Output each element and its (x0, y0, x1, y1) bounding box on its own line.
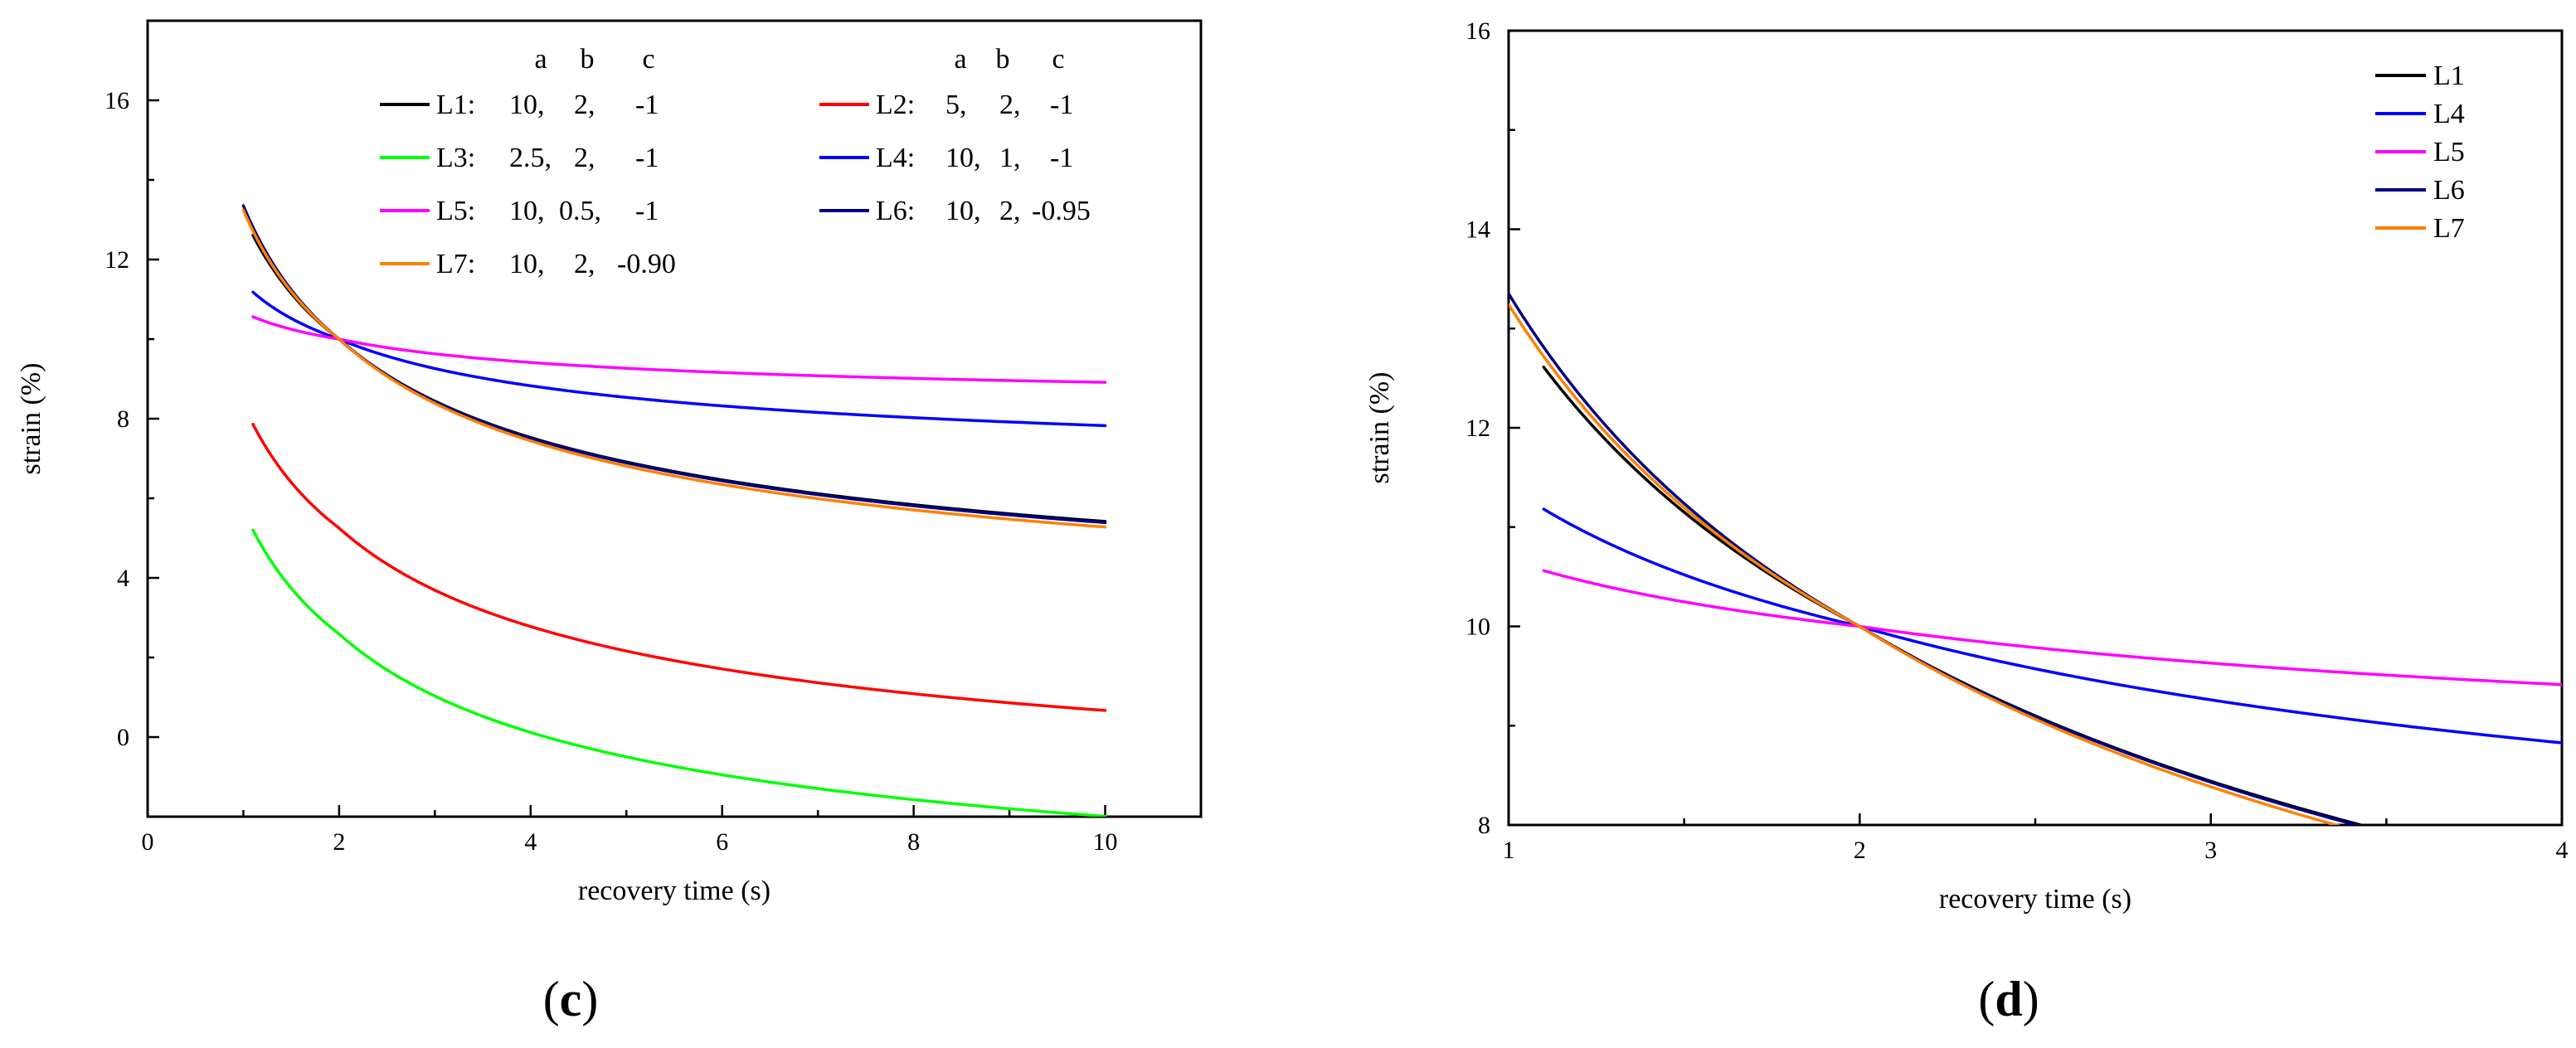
plot-frame (146, 19, 1203, 818)
legend-c: -1 (1050, 90, 1073, 120)
legend-d: L1 L4 L5 L6 L7 (2375, 61, 2465, 244)
panel-label-open: ( (1978, 972, 1995, 1026)
x-axis-label: recovery time (s) (1939, 884, 2131, 915)
panel-label-close: ) (581, 972, 598, 1026)
panel-c: 0 2 4 6 8 10 0 4 8 12 16 recovery time (s) strain (%… (16, 19, 1203, 1026)
legend-name: L5: (436, 196, 475, 226)
series-line-L4 (251, 290, 1107, 428)
legend-b: 1, (999, 143, 1021, 173)
legend-name: L6: (876, 196, 915, 226)
legend-name: L3: (436, 143, 475, 173)
legend-c: -1 (1050, 143, 1073, 173)
y-tick-label: 8 (117, 405, 129, 433)
legend-a: 10, (509, 196, 545, 226)
legend-a: 2.5, (509, 143, 552, 173)
legend-c: -1 (635, 90, 659, 120)
legend-name: L5 (2433, 137, 2465, 167)
legend-a: 5, (945, 90, 967, 120)
series-line-L4 (1542, 507, 2562, 745)
x-tick-label: 6 (716, 828, 728, 856)
legend-name: L7: (436, 249, 475, 279)
y-tick-label: 14 (1465, 216, 1490, 244)
panel-label: (d) (1978, 972, 2039, 1026)
legend-b: 2, (999, 90, 1021, 120)
series-line-L7 (241, 208, 1107, 529)
x-tick-label: 10 (1093, 828, 1118, 856)
x-tick-label: 4 (524, 828, 537, 856)
x-tick-label: 3 (2204, 837, 2217, 864)
x-tick-label: 2 (333, 828, 345, 856)
x-axis-label: recovery time (s) (578, 876, 770, 906)
y-axis-label: strain (%) (1364, 371, 1395, 483)
legend-c: -1 (635, 143, 659, 173)
legend-header-a: a (534, 44, 547, 75)
series-line-L3 (251, 528, 1107, 817)
legend-c: -0.95 (1032, 196, 1091, 226)
y-tick-label: 0 (117, 724, 129, 751)
legend-a: 10, (945, 143, 981, 173)
series-line-L6 (1509, 292, 2362, 825)
legend-name: L4 (2433, 99, 2465, 129)
series-line-L2 (251, 422, 1107, 712)
series-line-L1 (1542, 366, 2367, 825)
legend-b: 0.5, (559, 196, 601, 226)
panel-label-letter: c (560, 972, 582, 1026)
legend-name: L6 (2433, 175, 2465, 206)
legend-header-c: c (642, 44, 654, 75)
x-tick-label: 0 (142, 828, 154, 856)
legend-name: L7 (2433, 213, 2465, 244)
x-tick-label: 2 (1854, 837, 1866, 864)
legend-b: 2, (574, 90, 595, 120)
series-line-L5 (1542, 569, 2562, 687)
series-group (241, 204, 1107, 817)
legend-header-b: b (581, 44, 595, 75)
y-tick-label: 16 (104, 87, 129, 114)
legend-name: L1: (436, 90, 475, 120)
legend-header-c: c (1052, 44, 1064, 75)
series-line-L5 (251, 315, 1107, 384)
legend-a: 10, (509, 249, 545, 279)
series-line-L1 (251, 233, 1107, 523)
legend-a: 10, (945, 196, 981, 226)
y-tick-label: 4 (117, 565, 129, 592)
legend-header-a: a (954, 44, 966, 75)
x-tick-label: 4 (2556, 837, 2569, 864)
x-tick-label: 8 (907, 828, 920, 856)
panel-label: (c) (543, 972, 599, 1026)
y-tick-label: 10 (1465, 614, 1490, 641)
y-tick-label: 12 (104, 246, 129, 274)
panel-label-open: ( (543, 972, 560, 1026)
plot-frame (1507, 29, 2564, 827)
series-group (1509, 292, 2562, 825)
y-tick-label: 16 (1465, 17, 1490, 45)
legend-header-b: b (996, 44, 1010, 75)
panel-label-letter: d (1995, 972, 2022, 1026)
legend-name: L4: (876, 143, 915, 173)
legend-c: a b c a b cL1: 10, 2, -1 L2: 5, 2, -1L3: 2.5, 2, -1 L4: 1… (380, 44, 1091, 279)
series-line-L7 (1509, 303, 2341, 825)
y-axis-label: strain (%) (16, 362, 46, 474)
y-tick-label: 8 (1478, 812, 1490, 839)
legend-c: -1 (635, 196, 659, 226)
legend-c: -0.90 (617, 249, 676, 279)
x-tick-label: 1 (1503, 837, 1515, 864)
legend-b: 2, (999, 196, 1021, 226)
legend-name: L2: (876, 90, 915, 120)
panel-label-close: ) (2023, 972, 2039, 1026)
legend-a: 10, (509, 90, 545, 120)
legend-b: 2, (574, 249, 595, 279)
legend-b: 2, (574, 143, 595, 173)
legend-name: L1 (2433, 61, 2465, 91)
y-tick-label: 12 (1465, 415, 1490, 442)
